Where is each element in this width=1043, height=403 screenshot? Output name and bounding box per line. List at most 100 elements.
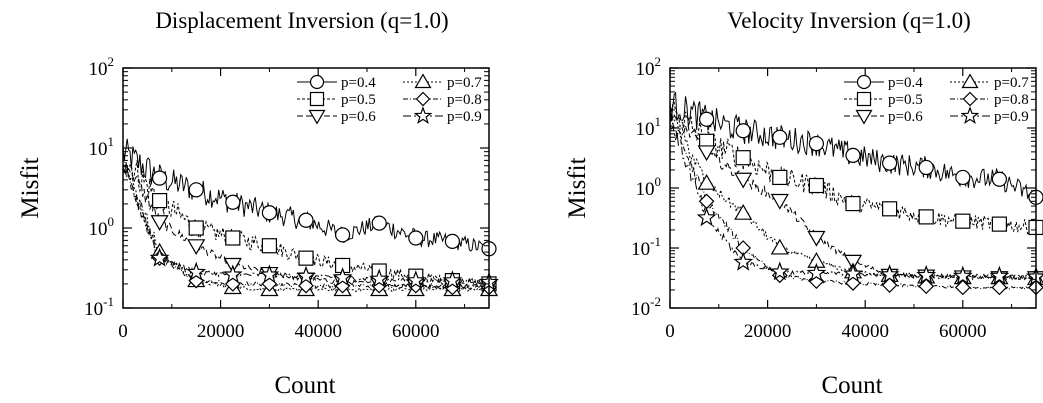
marker-triangle-down — [697, 145, 716, 162]
marker-circle — [371, 215, 387, 231]
y-tick-exp: 1 — [108, 134, 115, 149]
legend-label: p=0.9 — [447, 109, 482, 125]
legend-marker-square — [856, 91, 872, 107]
marker-circle — [698, 111, 715, 127]
y-tick-label: 10-2 — [631, 294, 661, 320]
marker-diamond — [991, 279, 1008, 296]
legend-item: p=0.5 — [844, 91, 923, 108]
series-line-p=0.7 — [670, 115, 1036, 281]
marker-triangle-down — [770, 193, 789, 210]
y-tick-base: 10 — [636, 59, 655, 80]
y-tick-label: 101 — [636, 114, 662, 140]
y-tick-label: 10-1 — [84, 294, 114, 320]
marker-star — [442, 270, 463, 290]
y-tick-label: 102 — [89, 54, 115, 80]
marker-star — [916, 264, 937, 284]
series-line-p=0.4 — [670, 91, 1036, 200]
y-tick-exp: -1 — [103, 294, 114, 309]
legend-marker-diamond — [415, 91, 431, 107]
marker-star — [696, 207, 717, 227]
y-tick-exp: -1 — [650, 234, 661, 249]
chart-panel-1: Displacement Inversion (q=1.0) Count Misfi… — [17, 8, 499, 399]
x-tick-label: 40000 — [294, 321, 342, 342]
legend-marker-triangle-down — [855, 109, 873, 125]
legend-item: p=0.4 — [844, 74, 923, 91]
legend: p=0.4p=0.5p=0.6 p=0.7p=0.8p=0.9 — [844, 73, 1029, 125]
y-axis-label: Misfit — [564, 157, 591, 218]
series-line-p=0.5 — [123, 160, 489, 287]
marker-circle — [881, 155, 898, 171]
legend-marker-triangle-up — [961, 73, 979, 89]
legend-label: p=0.6 — [888, 109, 923, 125]
y-tick-label: 100 — [636, 174, 662, 200]
marker-circle — [735, 123, 751, 139]
y-tick-exp: 1 — [655, 114, 662, 129]
x-tick-label: 60000 — [939, 321, 987, 342]
legend-item: p=0.9 — [950, 106, 1029, 125]
y-tick-exp: 0 — [108, 214, 115, 229]
x-tick-label: 20000 — [744, 321, 792, 342]
legend-marker-star — [413, 106, 433, 125]
marker-circle — [152, 170, 168, 186]
marker-square — [772, 169, 788, 186]
marker-square — [152, 193, 168, 209]
marker-triangle-down — [843, 254, 863, 271]
marker-square — [261, 238, 277, 254]
marker-triangle-down — [734, 172, 753, 189]
y-tick-base: 10 — [636, 119, 655, 140]
legend-marker-triangle-up — [414, 73, 432, 89]
y-tick-label: 10-1 — [631, 234, 661, 260]
marker-circle — [408, 230, 424, 246]
marker-star — [769, 261, 790, 281]
legend-marker-triangle-down — [308, 109, 326, 125]
legend-label: p=0.5 — [341, 92, 376, 108]
legend-marker-circle — [856, 74, 872, 90]
y-tick-exp: -2 — [650, 294, 661, 309]
marker-star — [149, 247, 170, 267]
legend-item: p=0.8 — [403, 91, 482, 108]
marker-square — [298, 250, 314, 266]
marker-triangle-up — [697, 173, 716, 190]
marker-triangle-up — [734, 203, 753, 220]
legend-label: p=0.4 — [341, 75, 376, 91]
series-markers — [696, 111, 1043, 296]
marker-star — [952, 265, 973, 285]
x-axis-label: Count — [821, 372, 882, 399]
marker-square — [225, 230, 241, 246]
marker-triangle-down — [150, 215, 169, 231]
legend-label: p=0.5 — [888, 92, 923, 108]
chart-title: Displacement Inversion (q=1.0) — [155, 8, 448, 33]
chart-title: Velocity Inversion (q=1.0) — [727, 8, 971, 33]
marker-square — [188, 220, 204, 236]
marker-star — [806, 262, 827, 282]
legend-marker-square — [309, 91, 325, 107]
marker-triangle-down — [807, 230, 826, 247]
series-line-p=0.6 — [123, 153, 489, 289]
legend-label: p=0.7 — [994, 75, 1029, 91]
x-tick-label: 0 — [665, 321, 675, 342]
series-markers — [149, 170, 499, 297]
legend-item: p=0.4 — [297, 74, 376, 91]
legend-marker-circle — [309, 74, 325, 90]
y-tick-exp: 0 — [655, 174, 662, 189]
marker-square — [845, 195, 861, 212]
x-tick-label: 40000 — [841, 321, 889, 342]
y-tick-base: 10 — [89, 219, 108, 240]
legend-item: p=0.7 — [403, 73, 482, 91]
legend-marker-star — [960, 106, 980, 125]
x-tick-label: 60000 — [392, 321, 440, 342]
y-tick-exp: 2 — [655, 54, 662, 69]
y-tick-label: 102 — [636, 54, 662, 80]
marker-circle — [298, 212, 314, 228]
marker-star — [186, 261, 207, 281]
marker-circle — [772, 129, 788, 145]
series-line-p=0.8 — [123, 158, 489, 291]
marker-star — [332, 267, 353, 287]
series-line-p=0.5 — [670, 101, 1036, 235]
x-tick-label: 20000 — [197, 321, 245, 342]
legend-label: p=0.7 — [447, 75, 482, 91]
marker-circle — [335, 227, 351, 243]
marker-square — [735, 150, 751, 166]
